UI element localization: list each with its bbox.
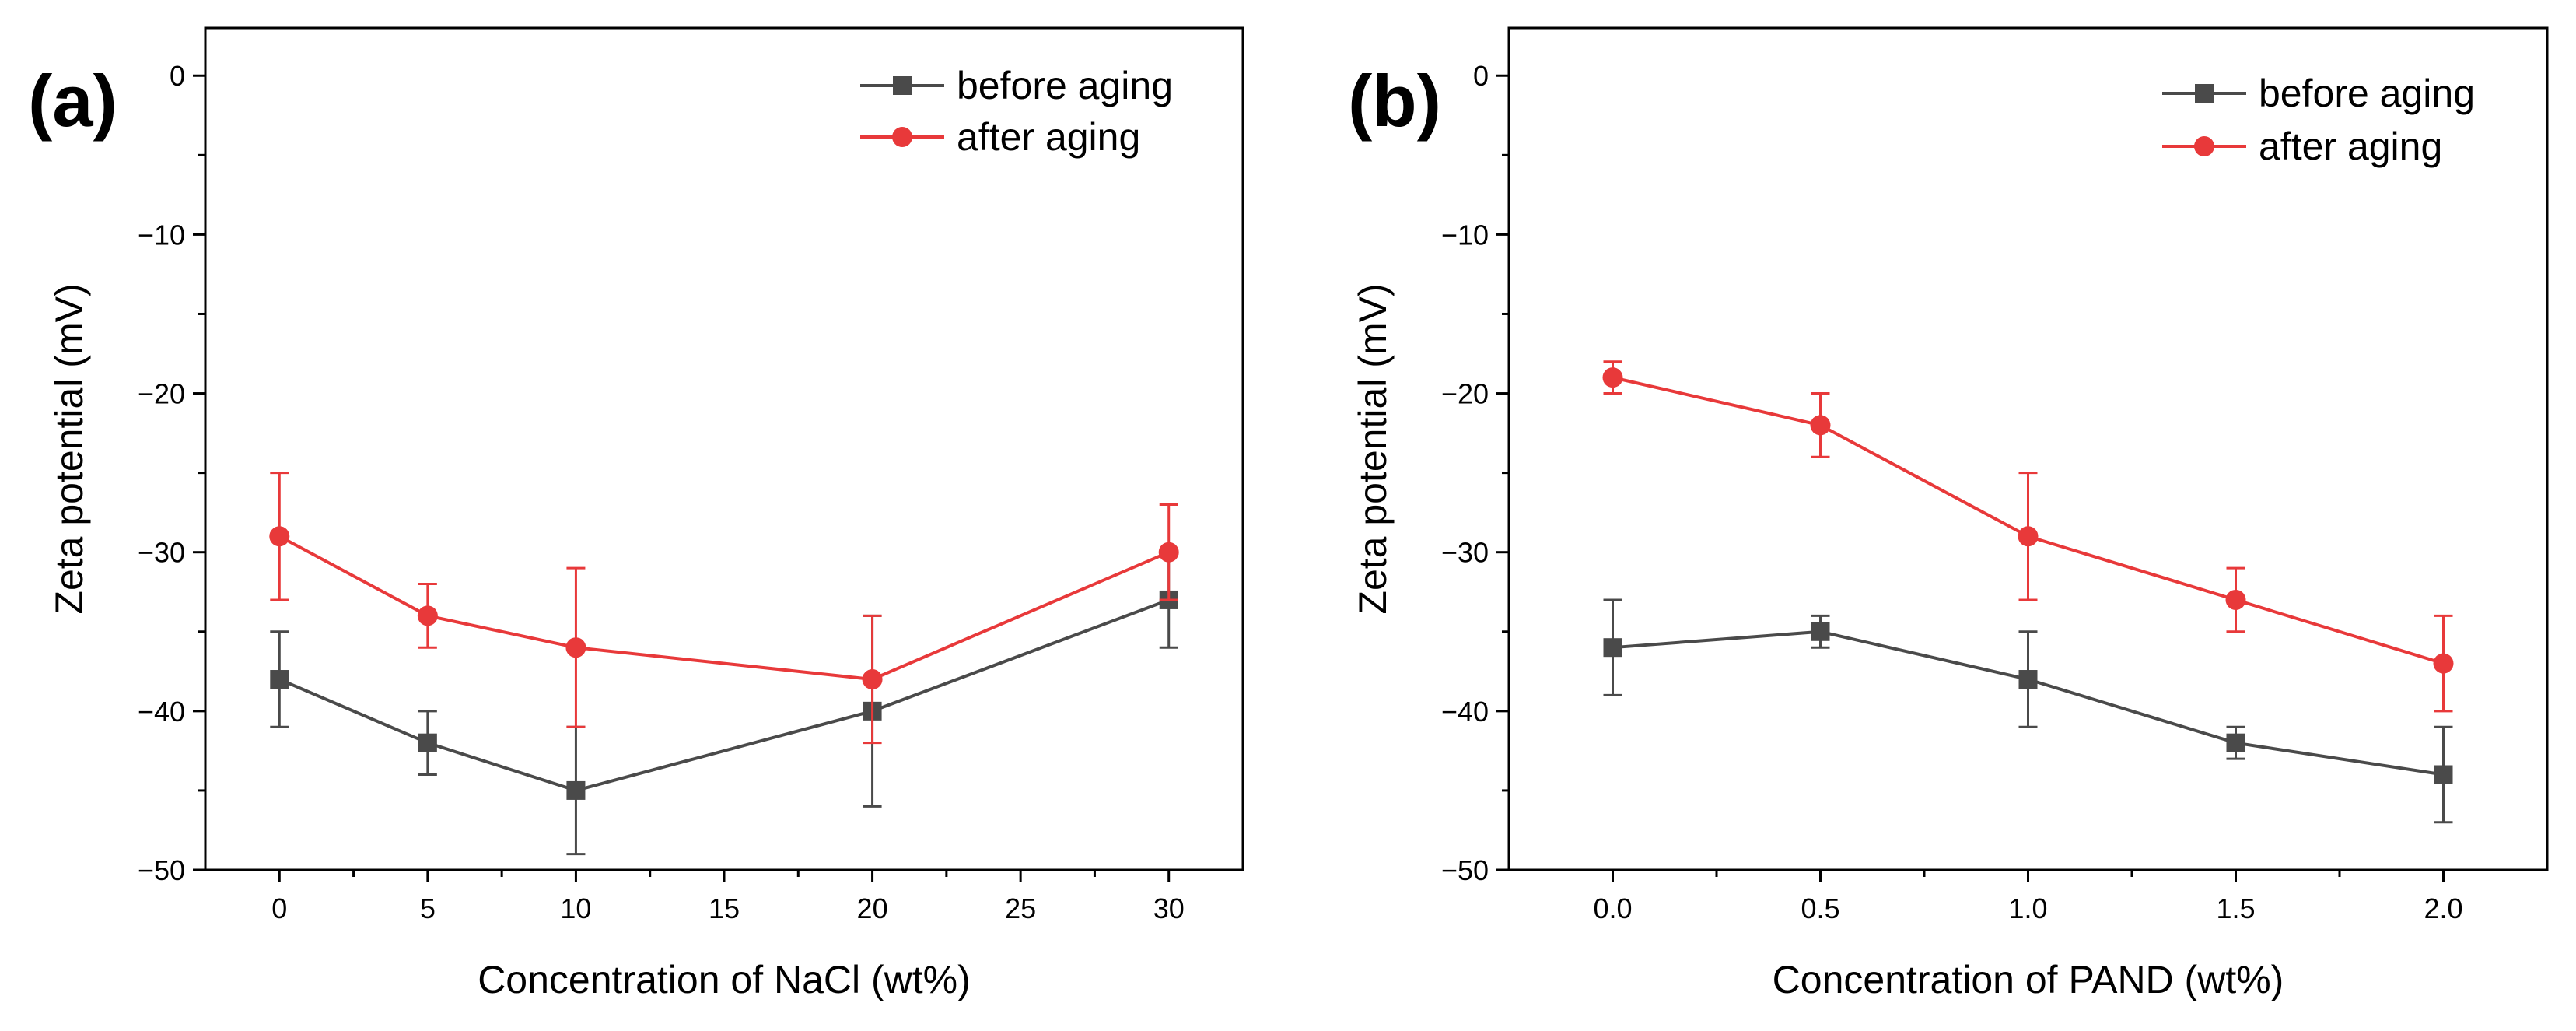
x-tick-label: 20 <box>857 892 888 924</box>
panel-label: (b) <box>1348 60 1441 142</box>
x-tick-label: 25 <box>1005 892 1036 924</box>
data-point <box>862 669 883 690</box>
legend-item: after aging <box>2162 124 2442 168</box>
panel-label: (a) <box>28 60 117 142</box>
x-tick-label: 0.0 <box>1593 892 1632 924</box>
x-tick-label: 10 <box>560 892 591 924</box>
legend-marker <box>892 127 912 147</box>
legend-marker <box>893 76 912 95</box>
series-line <box>278 598 1170 793</box>
y-axis-title: Zeta potential (mV) <box>47 283 91 614</box>
data-point <box>1811 622 1830 641</box>
x-tick-label: 30 <box>1153 892 1185 924</box>
data-point <box>565 637 586 658</box>
data-point <box>2018 670 2038 689</box>
y-tick-label: −50 <box>138 854 185 886</box>
y-tick-label: −20 <box>138 378 185 410</box>
legend-marker <box>2195 84 2214 103</box>
legend-item: after aging <box>860 115 1140 159</box>
y-tick-label: −30 <box>138 537 185 569</box>
data-point <box>566 780 586 800</box>
y-tick-label: −20 <box>1441 378 1489 410</box>
legend-item: before aging <box>2162 72 2475 115</box>
series-after-aging <box>1602 360 2454 713</box>
x-axis-title: Concentration of PAND (wt%) <box>1773 958 2284 1001</box>
data-point <box>418 733 437 752</box>
legend-label: after aging <box>2259 124 2442 168</box>
data-point <box>2018 526 2039 547</box>
data-point <box>417 605 438 626</box>
data-point <box>1602 367 1623 388</box>
data-point <box>1158 542 1179 563</box>
x-tick-label: 0 <box>271 892 287 924</box>
legend-label: before aging <box>2259 72 2475 115</box>
series-before-aging <box>1603 598 2453 824</box>
series-line <box>278 535 1170 682</box>
y-tick-label: 0 <box>170 60 185 92</box>
data-point <box>269 526 290 547</box>
data-point <box>2226 733 2245 752</box>
y-tick-label: −10 <box>1441 219 1489 251</box>
x-tick-label: 1.5 <box>2216 892 2255 924</box>
y-axis-title: Zeta potential (mV) <box>1351 283 1395 614</box>
data-point <box>1810 415 1831 436</box>
y-tick-label: −10 <box>138 219 185 251</box>
y-tick-label: −40 <box>1441 696 1489 728</box>
x-axis-title: Concentration of NaCl (wt%) <box>478 958 971 1001</box>
x-tick-label: 0.5 <box>1801 892 1839 924</box>
series-after-aging <box>269 472 1179 745</box>
chart-panel-a: (a) 0 5 10 15 20 25 30 0 −10 −20 −30 −40 −50 Concentra… <box>28 26 1244 1001</box>
legend-item: before aging <box>860 64 1173 107</box>
x-tick-label: 5 <box>420 892 436 924</box>
data-point <box>2434 765 2453 784</box>
y-tick-label: −50 <box>1441 854 1489 886</box>
chart-panel-b: (b) 0.0 0.5 1.0 1.5 2.0 0 −10 −20 −30 −40 −50 Concen… <box>1348 26 2549 1001</box>
y-tick-label: −40 <box>138 696 185 728</box>
x-tick-label: 2.0 <box>2424 892 2462 924</box>
y-tick-label: 0 <box>1473 60 1489 92</box>
data-point <box>270 670 289 689</box>
x-tick-label: 1.0 <box>2008 892 2047 924</box>
legend-label: before aging <box>957 64 1173 107</box>
x-tick-label: 15 <box>709 892 740 924</box>
data-point <box>2225 589 2246 610</box>
legend-marker <box>2194 136 2214 156</box>
data-point <box>2433 653 2454 674</box>
legend-label: after aging <box>957 115 1140 159</box>
series-before-aging <box>270 551 1178 856</box>
data-point <box>1603 638 1622 658</box>
y-tick-label: −30 <box>1441 537 1489 569</box>
